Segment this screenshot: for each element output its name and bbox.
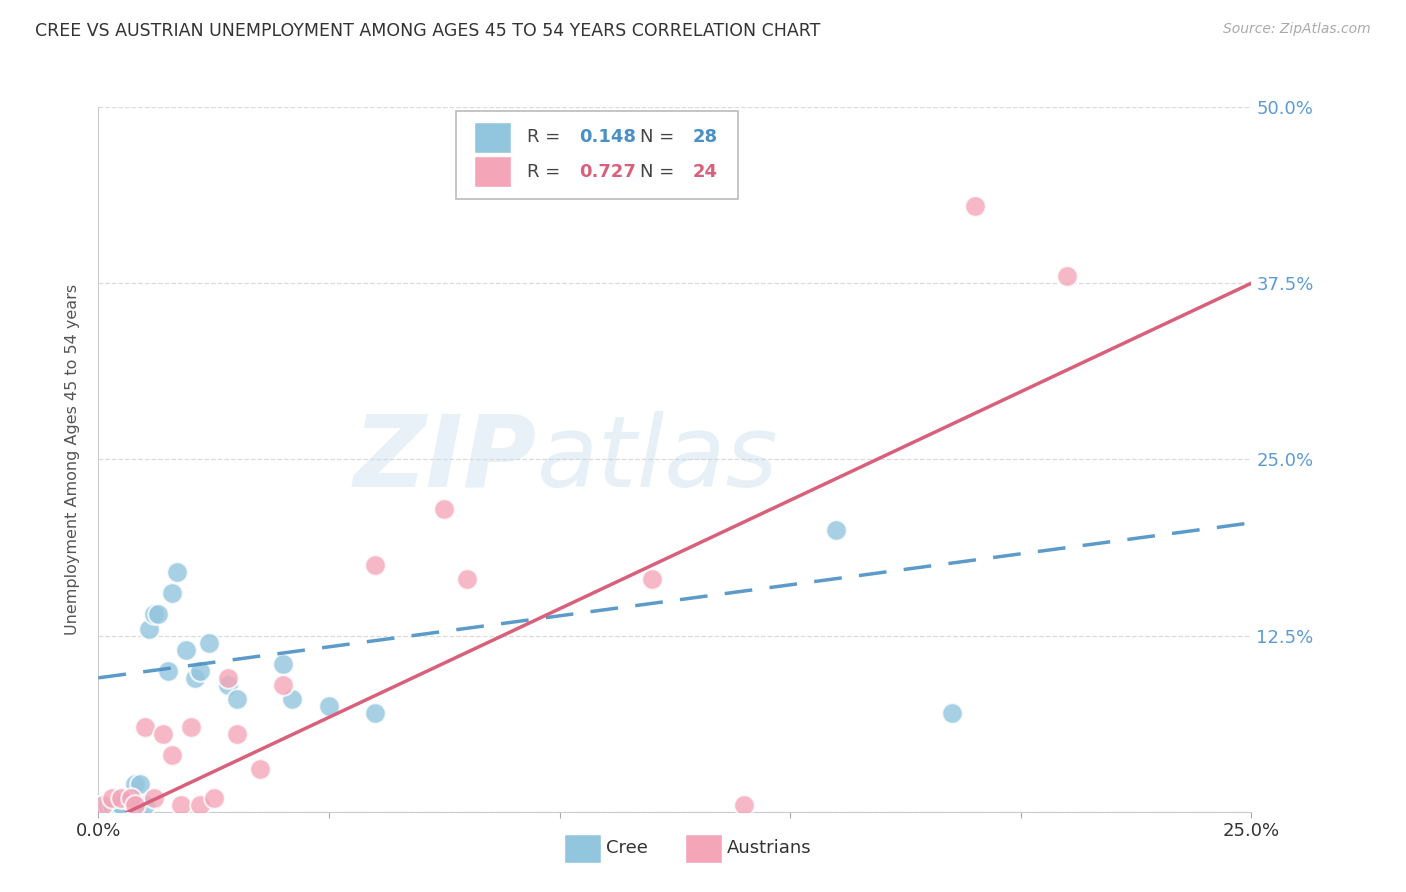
Text: 24: 24 xyxy=(692,163,717,181)
Point xyxy=(364,706,387,720)
Point xyxy=(188,797,211,812)
Text: R =: R = xyxy=(527,128,567,146)
Point xyxy=(91,797,114,812)
Point xyxy=(160,586,183,600)
Point xyxy=(733,797,755,812)
Text: ZIP: ZIP xyxy=(353,411,537,508)
Text: Cree: Cree xyxy=(606,839,648,857)
Point xyxy=(120,790,142,805)
Point xyxy=(433,501,456,516)
Point xyxy=(1056,269,1078,284)
Point xyxy=(142,607,165,622)
Y-axis label: Unemployment Among Ages 45 to 54 years: Unemployment Among Ages 45 to 54 years xyxy=(65,284,80,635)
Point xyxy=(271,678,294,692)
Text: atlas: atlas xyxy=(537,411,778,508)
Point xyxy=(174,642,197,657)
Text: Austrians: Austrians xyxy=(727,839,811,857)
Point xyxy=(198,635,221,649)
Point xyxy=(188,664,211,678)
Point xyxy=(110,790,132,805)
Point xyxy=(202,790,225,805)
Point xyxy=(271,657,294,671)
Text: 0.148: 0.148 xyxy=(579,128,636,146)
Point xyxy=(217,671,239,685)
Point xyxy=(124,797,146,812)
Point xyxy=(225,692,247,706)
Point xyxy=(91,797,114,812)
Point xyxy=(134,720,156,734)
Point xyxy=(134,797,156,812)
Point xyxy=(249,763,271,777)
FancyBboxPatch shape xyxy=(564,833,602,863)
Point xyxy=(364,558,387,573)
Text: N =: N = xyxy=(640,163,681,181)
Point xyxy=(941,706,963,720)
Point xyxy=(825,523,848,537)
FancyBboxPatch shape xyxy=(685,833,723,863)
FancyBboxPatch shape xyxy=(456,111,738,199)
Point xyxy=(170,797,193,812)
FancyBboxPatch shape xyxy=(474,122,512,153)
Point xyxy=(156,664,179,678)
Point xyxy=(281,692,304,706)
Point xyxy=(456,572,478,586)
Point xyxy=(129,776,152,790)
Point xyxy=(166,565,188,579)
Point xyxy=(963,199,986,213)
Point xyxy=(142,790,165,805)
Text: CREE VS AUSTRIAN UNEMPLOYMENT AMONG AGES 45 TO 54 YEARS CORRELATION CHART: CREE VS AUSTRIAN UNEMPLOYMENT AMONG AGES… xyxy=(35,22,821,40)
Point xyxy=(225,727,247,741)
FancyBboxPatch shape xyxy=(474,156,512,187)
Point xyxy=(318,699,340,714)
Point xyxy=(110,797,132,812)
Point xyxy=(105,797,128,812)
Text: 28: 28 xyxy=(692,128,717,146)
Point xyxy=(148,607,170,622)
Text: 0.727: 0.727 xyxy=(579,163,636,181)
Point xyxy=(101,790,124,805)
Point xyxy=(217,678,239,692)
Text: Source: ZipAtlas.com: Source: ZipAtlas.com xyxy=(1223,22,1371,37)
Point xyxy=(115,790,138,805)
Point xyxy=(97,797,120,812)
Point xyxy=(180,720,202,734)
Point xyxy=(101,797,124,812)
Point xyxy=(160,748,183,763)
Point xyxy=(184,671,207,685)
Text: R =: R = xyxy=(527,163,567,181)
Text: N =: N = xyxy=(640,128,681,146)
Point xyxy=(641,572,664,586)
Point xyxy=(120,790,142,805)
Point xyxy=(152,727,174,741)
Point xyxy=(138,622,160,636)
Point xyxy=(124,776,146,790)
